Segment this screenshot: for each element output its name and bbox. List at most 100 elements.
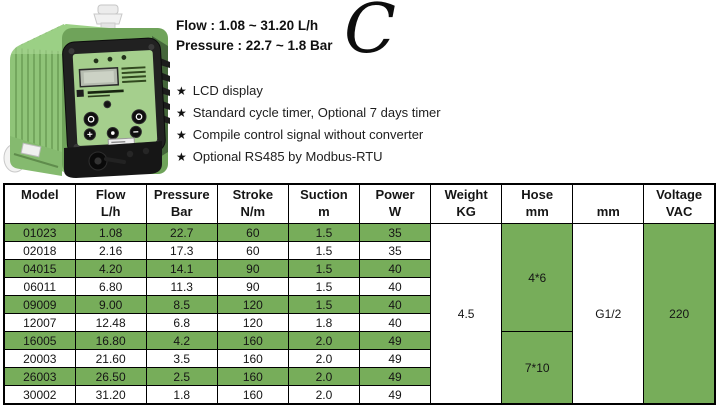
cell-model: 26003 [3, 367, 76, 386]
pump-small-button [103, 100, 112, 109]
star-icon: ★ [176, 128, 187, 142]
spec-row-20003: 20003 21.60 3.5 160 2.0 49 [3, 349, 715, 368]
cell-stroke: 90 [216, 259, 289, 278]
pump-brand-subtext [87, 94, 110, 98]
feature-text: Standard cycle timer, Optional 7 days ti… [192, 105, 441, 120]
cell-stroke: 120 [216, 295, 289, 314]
pump-top-valve [93, 4, 123, 37]
cell-pressure: 22.7 [145, 223, 218, 242]
pump-lcd [78, 66, 120, 88]
cell-flow: 9.00 [74, 295, 147, 314]
cell-stroke: 60 [216, 241, 289, 260]
spec-row-09009: 09009 9.00 8.5 120 1.5 40 [3, 295, 715, 314]
cell-model: 16005 [3, 331, 76, 350]
dosing-pump-illustration [3, 4, 170, 178]
feature-item: ★ LCD display [176, 80, 596, 102]
cell-pressure: 8.5 [145, 295, 218, 314]
product-summary: Flow : 1.08 ~ 31.20 L/h Pressure : 22.7 … [176, 16, 596, 168]
cell-stroke: 90 [216, 277, 289, 296]
cell-model: 06011 [3, 277, 76, 296]
cell-suction: 2.0 [287, 349, 360, 368]
cell-suction: 1.5 [287, 295, 360, 314]
pump-legend-lines [121, 66, 147, 84]
col-header-thread: mm [572, 183, 645, 224]
col-header-power: Power W [358, 183, 432, 224]
col-header-hose: Hose mm [501, 183, 574, 224]
cell-model: 30002 [3, 385, 76, 405]
cell-flow: 16.80 [74, 331, 147, 350]
cell-pressure: 14.1 [145, 259, 218, 278]
cell-model: 04015 [3, 259, 76, 278]
flow-range-line: Flow : 1.08 ~ 31.20 L/h [176, 18, 319, 33]
cell-power: 35 [358, 223, 432, 242]
pump-base [10, 136, 62, 176]
cell-power: 40 [358, 313, 432, 332]
spec-table: Model Flow L/h Pressure Bar Stroke N/m Suct… [3, 183, 716, 405]
cell-model: 12007 [3, 313, 76, 332]
spec-row-04015: 04015 4.20 14.1 90 1.5 40 [3, 259, 715, 278]
col-header-pressure: Pressure Bar [145, 183, 218, 224]
cell-pressure: 17.3 [145, 241, 218, 260]
cell-suction: 1.5 [287, 259, 360, 278]
cell-power: 49 [358, 331, 432, 350]
cell-stroke: 160 [216, 385, 289, 405]
spec-table-header: Model Flow L/h Pressure Bar Stroke N/m Suct… [3, 183, 716, 224]
cell-model: 20003 [3, 349, 76, 368]
cell-pressure: 11.3 [145, 277, 218, 296]
cell-stroke: 120 [216, 313, 289, 332]
cell-power: 40 [358, 259, 432, 278]
cell-model: 01023 [3, 223, 76, 242]
feature-text: LCD display [192, 83, 263, 98]
feature-item: ★ Standard cycle timer, Optional 7 days t… [176, 102, 596, 124]
cell-flow: 21.60 [74, 349, 147, 368]
cell-flow: 12.48 [74, 313, 147, 332]
cell-thread: G1/2 [572, 223, 645, 405]
cell-model: 02018 [3, 241, 76, 260]
cell-power: 35 [358, 241, 432, 260]
cell-pressure: 6.8 [145, 313, 218, 332]
col-header-suction: Suction m [287, 183, 360, 224]
col-header-model: Model [3, 183, 76, 224]
feature-item: ★ Compile control signal without converte… [176, 124, 596, 146]
cell-model: 09009 [3, 295, 76, 314]
cell-flow: 1.08 [74, 223, 147, 242]
star-icon: ★ [176, 150, 187, 164]
series-letter: C [344, 0, 397, 69]
cell-flow: 26.50 [74, 367, 147, 386]
cell-suction: 2.0 [287, 331, 360, 350]
cell-stroke: 160 [216, 349, 289, 368]
cell-power: 49 [358, 349, 432, 368]
cell-suction: 1.5 [287, 277, 360, 296]
cell-suction: 1.5 [287, 241, 360, 260]
feature-text: Compile control signal without converter [192, 127, 424, 142]
cell-pressure: 2.5 [145, 367, 218, 386]
col-header-voltage: Voltage VAC [643, 183, 716, 224]
feature-list: ★ LCD display ★ Standard cycle timer, Opti… [176, 80, 596, 168]
spec-row-06011: 06011 6.80 11.3 90 1.5 40 [3, 277, 715, 296]
cell-power: 49 [358, 367, 432, 386]
cell-stroke: 160 [216, 331, 289, 350]
cell-flow: 2.16 [74, 241, 147, 260]
pump-logo [76, 89, 84, 97]
pressure-range-line: Pressure : 22.7 ~ 1.8 Bar [176, 38, 333, 53]
cell-stroke: 160 [216, 367, 289, 386]
pump-brand-text [87, 89, 124, 94]
cell-pressure: 3.5 [145, 349, 218, 368]
cell-power: 40 [358, 295, 432, 314]
pump-photo [2, 2, 174, 180]
pump-control-panel [62, 37, 166, 157]
cell-power: 49 [358, 385, 432, 405]
feature-item: ★ Optional RS485 by Modbus-RTU [176, 146, 596, 168]
cell-hose: 4*6 [501, 223, 574, 332]
col-header-stroke: Stroke N/m [216, 183, 289, 224]
cell-suction: 1.8 [287, 313, 360, 332]
cell-suction: 2.0 [287, 385, 360, 405]
cell-weight: 4.5 [430, 223, 503, 405]
spec-row-26003: 26003 26.50 2.5 160 2.0 49 [3, 367, 715, 386]
pump-head [64, 141, 162, 178]
star-icon: ★ [176, 106, 187, 120]
cell-hose: 7*10 [501, 331, 574, 405]
cell-flow: 4.20 [74, 259, 147, 278]
cell-voltage: 220 [643, 223, 716, 405]
